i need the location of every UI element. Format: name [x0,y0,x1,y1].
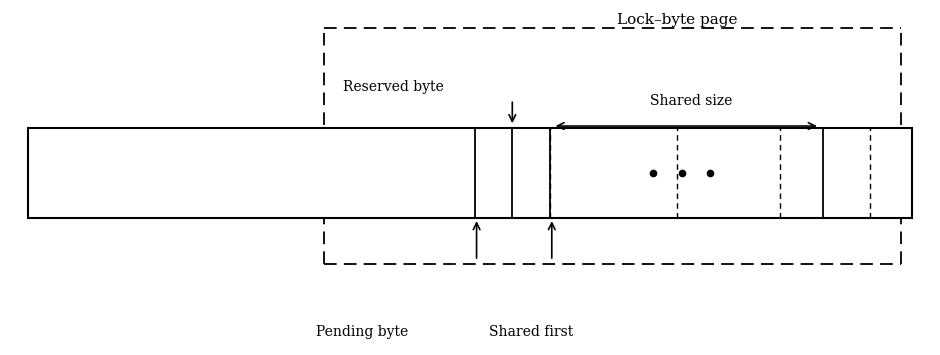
Text: Shared size: Shared size [650,94,732,108]
Text: Lock–byte page: Lock–byte page [617,12,737,27]
Bar [28,128,912,218]
Text: Reserved byte: Reserved byte [343,80,444,94]
Text: Shared first: Shared first [489,325,573,339]
Text: Pending byte: Pending byte [316,325,408,339]
